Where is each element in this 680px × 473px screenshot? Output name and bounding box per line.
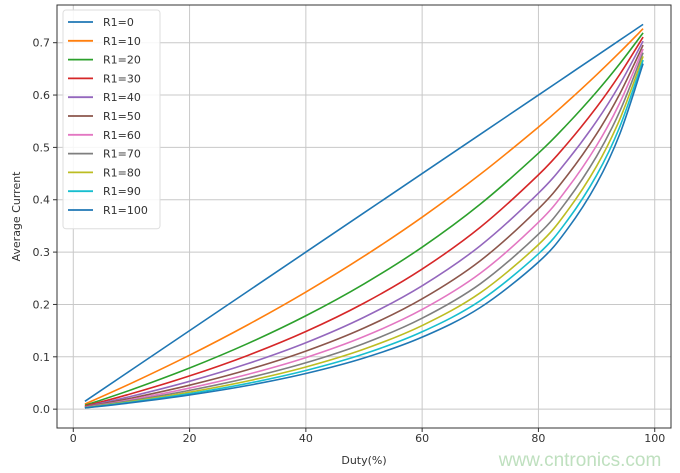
plot-frame bbox=[56, 4, 672, 429]
x-tick-label: 40 bbox=[299, 432, 313, 445]
series-line-r1-80 bbox=[84, 56, 644, 409]
y-tick-label: 0.2 bbox=[33, 298, 51, 311]
x-axis-label: Duty(%) bbox=[341, 454, 386, 467]
legend-label: R1=60 bbox=[103, 129, 141, 142]
series-line-r1-70 bbox=[84, 52, 644, 409]
legend: R1=0 R1=10 R1=20 R1=30 R1=40 R1=50 R1=60 R1=70 R… bbox=[62, 9, 161, 230]
legend-box bbox=[62, 9, 161, 230]
x-tick-label: 0 bbox=[70, 432, 77, 445]
y-tick-label: 0.4 bbox=[33, 194, 51, 207]
x-tick-label: 60 bbox=[415, 432, 429, 445]
legend-label: R1=70 bbox=[103, 148, 141, 161]
y-tick-label: 0.0 bbox=[33, 403, 51, 416]
series-line-r1-100 bbox=[84, 63, 644, 409]
series-line-r1-40 bbox=[84, 40, 644, 408]
legend-label: R1=0 bbox=[103, 16, 134, 29]
y-tick-label: 0.7 bbox=[33, 37, 51, 50]
legend-label: R1=40 bbox=[103, 91, 141, 104]
series-line-r1-20 bbox=[84, 32, 644, 407]
y-tick-label: 0.6 bbox=[33, 89, 51, 102]
legend-label: R1=20 bbox=[103, 54, 141, 67]
y-tick-label: 0.3 bbox=[33, 246, 51, 259]
legend-label: R1=80 bbox=[103, 166, 141, 179]
legend-label: R1=100 bbox=[103, 204, 148, 217]
watermark: www.cntronics.com bbox=[498, 450, 662, 469]
y-tick-label: 0.5 bbox=[33, 141, 51, 154]
axis-ticks: 0 20 40 60 80 100 0.0 0.1 0.2 0.3 0.4 0.5 0.6 0.7 bbox=[33, 37, 666, 445]
x-tick-label: 20 bbox=[183, 432, 197, 445]
series-line-r1-60 bbox=[84, 48, 644, 409]
legend-label: R1=90 bbox=[103, 185, 141, 198]
y-tick-label: 0.1 bbox=[33, 351, 51, 364]
legend-label: R1=10 bbox=[103, 35, 141, 48]
series-line-r1-50 bbox=[84, 44, 644, 408]
series-line-r1-0 bbox=[84, 23, 644, 402]
series-line-r1-30 bbox=[84, 36, 644, 407]
legend-label: R1=30 bbox=[103, 72, 141, 85]
x-tick-label: 80 bbox=[531, 432, 545, 445]
series-line-r1-90 bbox=[84, 59, 644, 409]
y-axis-label: Average Current bbox=[10, 171, 23, 262]
series-line-r1-10 bbox=[84, 28, 644, 405]
legend-label: R1=50 bbox=[103, 110, 141, 123]
x-tick-label: 100 bbox=[644, 432, 665, 445]
series-lines bbox=[84, 23, 644, 409]
